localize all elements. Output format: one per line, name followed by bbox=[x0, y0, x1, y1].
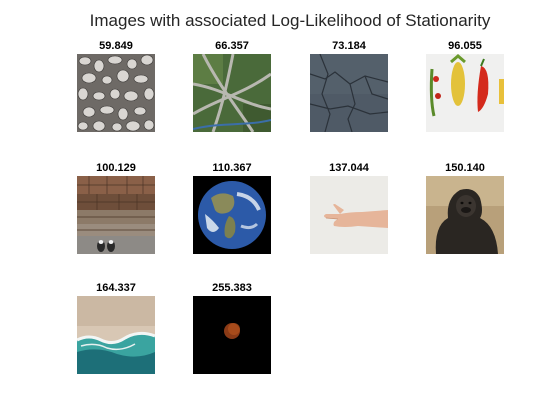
highway-interchange-icon bbox=[193, 54, 271, 132]
loglik-value-label: 100.129 bbox=[96, 162, 136, 174]
cracked-ground-icon bbox=[310, 54, 388, 132]
image-panel-3: 73.184 bbox=[310, 40, 388, 132]
image-panel-6: 110.367 bbox=[193, 162, 271, 254]
earth-icon bbox=[193, 176, 271, 254]
image-panel-10: 255.383 bbox=[193, 282, 271, 374]
loglik-value-label: 96.055 bbox=[448, 40, 482, 52]
loglik-value-label: 164.337 bbox=[96, 282, 136, 294]
eclipsed-moon-icon bbox=[193, 296, 271, 374]
loglik-value-label: 66.357 bbox=[215, 40, 249, 52]
hand-icon bbox=[310, 176, 388, 254]
beach-waves-icon bbox=[77, 296, 155, 374]
loglik-value-label: 110.367 bbox=[212, 162, 252, 174]
image-panel-7: 137.044 bbox=[310, 162, 388, 254]
chart-title: Images with associated Log-Likelihood of… bbox=[89, 11, 491, 30]
image-panel-5: 100.129 bbox=[77, 162, 155, 254]
image-panel-8: 150.140 bbox=[426, 162, 504, 254]
loglik-value-label: 137.044 bbox=[329, 162, 369, 174]
gorilla-icon bbox=[426, 176, 504, 254]
loglik-value-label: 59.849 bbox=[99, 40, 133, 52]
pebbles-icon bbox=[77, 54, 155, 132]
loglik-value-label: 73.184 bbox=[332, 40, 366, 52]
image-panel-1: 59.849 bbox=[77, 40, 155, 132]
vegetables-icon bbox=[426, 54, 504, 132]
image-panel-4: 96.055 bbox=[426, 40, 504, 132]
loglik-value-label: 150.140 bbox=[445, 162, 485, 174]
stone-steps-icon bbox=[77, 176, 155, 254]
loglik-value-label: 255.383 bbox=[212, 282, 252, 294]
image-panel-2: 66.357 bbox=[193, 40, 271, 132]
image-panel-9: 164.337 bbox=[77, 282, 155, 374]
